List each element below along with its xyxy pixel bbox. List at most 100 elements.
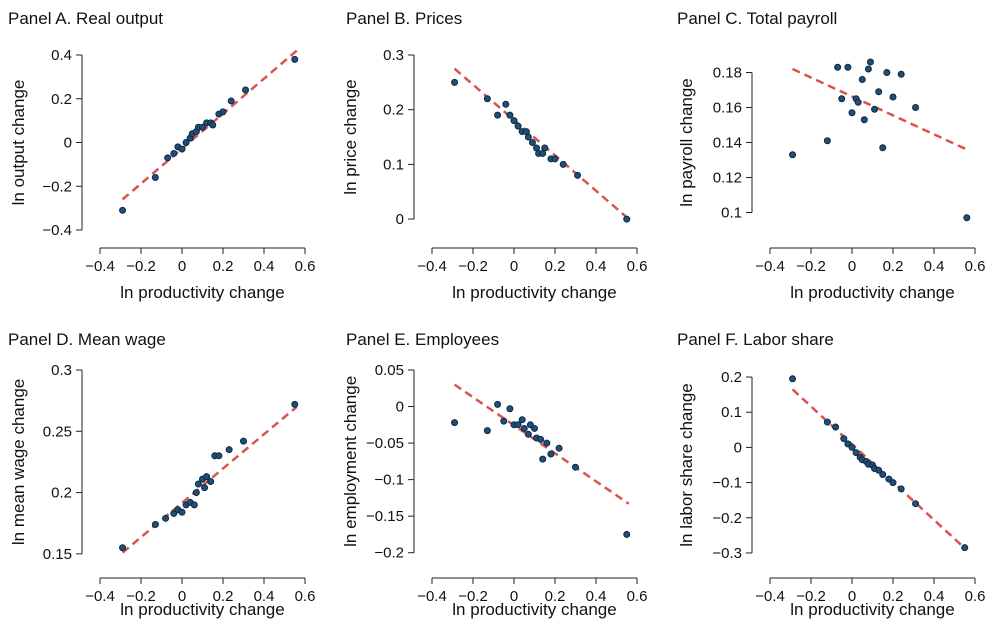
y-axis-label: ln payroll change <box>677 78 696 207</box>
y-tick-label: −0.15 <box>366 508 404 525</box>
data-point <box>219 108 227 116</box>
y-tick-label: 0.1 <box>383 156 404 173</box>
y-tick-label: −0.2 <box>712 510 742 527</box>
chart-panel-6: Panel F. Labor share −0.4 −0.2 0 0.2 0.4 0.6 0.… <box>677 330 985 619</box>
data-point <box>823 137 831 145</box>
data-point <box>119 544 127 552</box>
x-tick-label: 0.6 <box>965 258 986 275</box>
data-point <box>789 151 797 159</box>
data-point <box>207 478 215 486</box>
data-point <box>291 55 299 63</box>
data-point <box>524 430 532 438</box>
data-point <box>848 109 856 117</box>
data-point <box>170 149 178 157</box>
data-point <box>164 154 172 162</box>
data-point <box>897 485 905 493</box>
x-tick-label: −0.2 <box>796 588 826 605</box>
x-tick-label: −0.2 <box>126 588 156 605</box>
x-tick-label: 0.4 <box>924 258 945 275</box>
y-tick-label: 0.14 <box>713 135 742 152</box>
x-axis-label: ln productivity change <box>120 600 284 619</box>
data-point <box>451 419 459 427</box>
x-tick-label: −0.2 <box>458 588 488 605</box>
x-tick-label: 0.2 <box>545 258 566 275</box>
data-point <box>483 95 491 103</box>
y-tick-label: 0.2 <box>51 91 72 108</box>
data-point <box>854 98 862 106</box>
y-tick-label: 0.15 <box>43 546 72 563</box>
x-axis-label: ln productivity change <box>452 283 616 302</box>
data-point <box>451 78 459 86</box>
data-point <box>203 473 211 481</box>
x-tick-label: −0.4 <box>417 588 447 605</box>
data-point <box>506 111 514 119</box>
data-point <box>547 450 555 458</box>
x-tick-label: −0.4 <box>85 588 115 605</box>
x-tick-label: −0.2 <box>126 258 156 275</box>
y-tick-label: 0.3 <box>383 47 404 64</box>
data-point <box>559 160 567 168</box>
y-axis-label: ln mean wage change <box>9 379 28 545</box>
data-point <box>844 63 852 71</box>
data-point <box>832 423 840 431</box>
data-point <box>883 69 891 76</box>
data-point <box>543 439 551 447</box>
data-point <box>623 215 631 223</box>
panel-title: Panel B. Prices <box>346 9 462 28</box>
y-tick-label: 0.18 <box>713 65 742 82</box>
chart-panel-3: Panel C. Total payroll −0.4 −0.2 0 0.2 0.4 0.6… <box>677 9 985 302</box>
data-point <box>875 466 883 474</box>
data-point <box>555 444 563 452</box>
y-tick-label: 0.25 <box>43 423 72 440</box>
panel-title: Panel A. Real output <box>8 9 163 28</box>
data-point <box>623 530 631 538</box>
data-point <box>199 123 206 131</box>
x-tick-label: −0.2 <box>458 258 488 275</box>
y-tick-label: −0.1 <box>712 475 742 492</box>
data-point <box>225 446 233 454</box>
panel-title: Panel C. Total payroll <box>677 9 837 28</box>
x-tick-label: 0.2 <box>213 258 234 275</box>
data-point <box>572 463 579 471</box>
y-tick-label: 0.05 <box>375 362 404 379</box>
x-tick-label: 0.6 <box>295 588 316 605</box>
data-point <box>858 76 866 83</box>
y-tick-label: 0.2 <box>721 369 742 386</box>
data-point <box>502 100 510 108</box>
y-tick-label: 0.16 <box>713 100 742 117</box>
data-point <box>531 424 538 432</box>
data-point <box>897 70 905 78</box>
data-point <box>551 155 559 163</box>
data-point <box>178 145 186 153</box>
chart-panel-4: Panel D. Mean wage −0.4 −0.2 0 0.2 0.4 0.6 0.15… <box>8 330 315 619</box>
y-axis-label: ln output change <box>9 80 28 206</box>
x-tick-label: 0.6 <box>627 588 648 605</box>
data-point <box>875 88 883 96</box>
data-point <box>528 139 536 146</box>
x-axis-label: ln productivity change <box>790 283 954 302</box>
x-tick-label: −0.4 <box>755 588 785 605</box>
data-point <box>227 97 235 105</box>
chart-panel-2: Panel B. Prices −0.4 −0.2 0 0.2 0.4 0.6 0 0.1 0.2… <box>341 9 647 302</box>
data-point <box>119 206 127 214</box>
x-tick-label: 0.6 <box>965 588 986 605</box>
y-tick-label: −0.05 <box>366 435 404 452</box>
data-point <box>541 144 549 152</box>
y-axis-label: ln labor share change <box>677 383 696 547</box>
fit-line <box>453 383 630 505</box>
data-point <box>510 117 518 125</box>
data-point <box>494 400 502 408</box>
y-tick-label: −0.3 <box>712 545 742 562</box>
y-tick-label: −0.2 <box>42 178 72 195</box>
data-point <box>574 171 582 179</box>
data-point <box>209 121 217 129</box>
data-point <box>514 421 522 429</box>
data-point <box>789 375 797 383</box>
data-point <box>852 449 860 457</box>
y-tick-label: 0.2 <box>383 102 404 119</box>
data-point <box>860 116 868 124</box>
y-tick-label: 0.2 <box>51 485 72 502</box>
data-point <box>178 508 186 516</box>
chart-panel-5: Panel E. Employees −0.4 −0.2 0 0.2 0.4 0.6 0.05… <box>341 330 647 619</box>
x-tick-label: 0.6 <box>295 258 316 275</box>
